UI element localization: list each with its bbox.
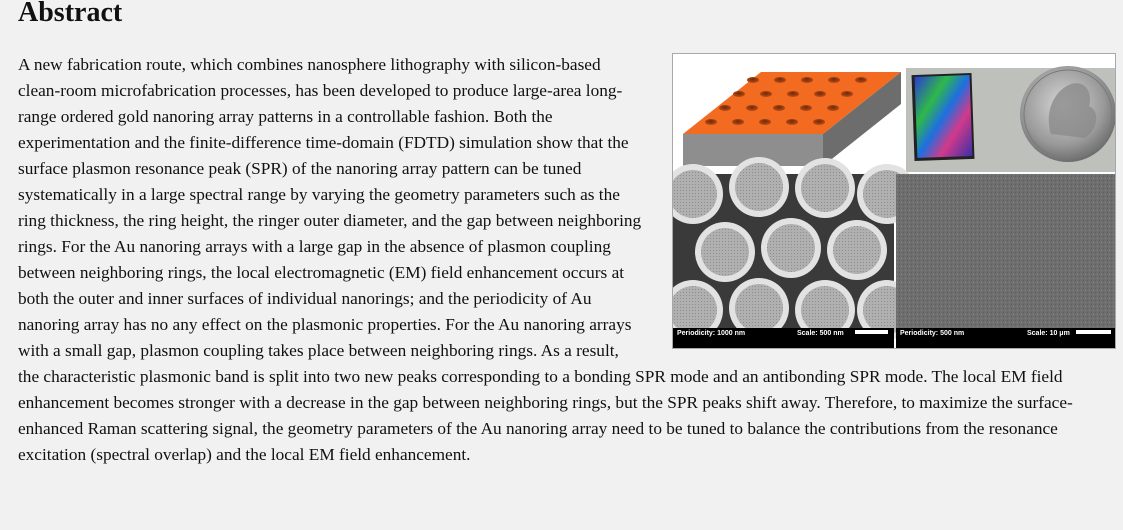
abstract-text: A new fabrication route, which combines … bbox=[18, 55, 1073, 464]
sample-photo bbox=[906, 66, 1115, 172]
caption-periodicity-500: Periodicity: 500 nm bbox=[900, 330, 964, 337]
sem-large-area: Periodicity: 500 nm Scale: 10 μm bbox=[896, 174, 1115, 348]
abstract-heading: Abstract bbox=[18, 0, 123, 28]
scale-bar-right bbox=[1076, 330, 1111, 334]
scale-bar-left bbox=[855, 330, 888, 334]
caption-scale-500: Scale: 500 nm bbox=[797, 330, 844, 337]
caption-periodicity-1000: Periodicity: 1000 nm bbox=[677, 330, 745, 337]
abstract-block: Periodicity: 1000 nm Scale: 500 nm Perio… bbox=[18, 52, 1116, 468]
nanoring-chip-image bbox=[914, 75, 973, 158]
abstract-figure: Periodicity: 1000 nm Scale: 500 nm Perio… bbox=[672, 53, 1116, 349]
caption-scale-10um: Scale: 10 μm bbox=[1027, 330, 1070, 337]
sem-nanorings: Periodicity: 1000 nm Scale: 500 nm bbox=[673, 157, 917, 348]
figure-graphic: Periodicity: 1000 nm Scale: 500 nm Perio… bbox=[673, 54, 1115, 348]
substrate-holes bbox=[705, 77, 867, 125]
substrate-illustration bbox=[673, 54, 905, 172]
